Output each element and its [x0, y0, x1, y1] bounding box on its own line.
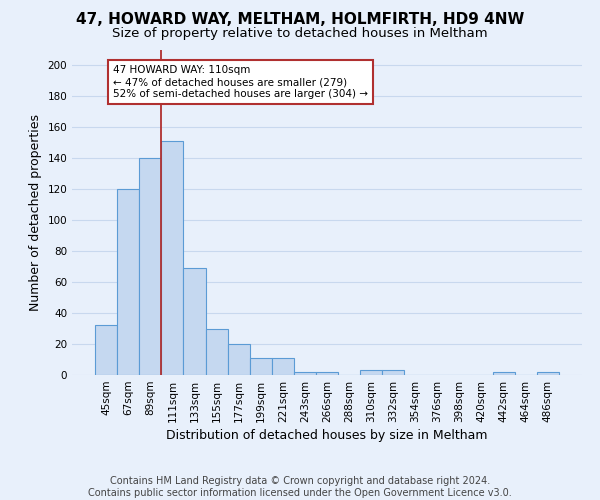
Bar — [161, 142, 184, 375]
Text: Contains HM Land Registry data © Crown copyright and database right 2024.
Contai: Contains HM Land Registry data © Crown c… — [88, 476, 512, 498]
Bar — [316, 372, 338, 375]
Bar — [95, 326, 117, 375]
Text: 47 HOWARD WAY: 110sqm
← 47% of detached houses are smaller (279)
52% of semi-det: 47 HOWARD WAY: 110sqm ← 47% of detached … — [113, 66, 368, 98]
Bar — [493, 372, 515, 375]
Text: 47, HOWARD WAY, MELTHAM, HOLMFIRTH, HD9 4NW: 47, HOWARD WAY, MELTHAM, HOLMFIRTH, HD9 … — [76, 12, 524, 28]
Y-axis label: Number of detached properties: Number of detached properties — [29, 114, 42, 311]
Bar — [537, 372, 559, 375]
Bar — [360, 370, 382, 375]
Bar — [117, 190, 139, 375]
X-axis label: Distribution of detached houses by size in Meltham: Distribution of detached houses by size … — [166, 429, 488, 442]
Bar — [139, 158, 161, 375]
Bar — [272, 358, 294, 375]
Bar — [206, 328, 227, 375]
Bar — [382, 370, 404, 375]
Bar — [184, 268, 206, 375]
Bar — [250, 358, 272, 375]
Text: Size of property relative to detached houses in Meltham: Size of property relative to detached ho… — [112, 28, 488, 40]
Bar — [294, 372, 316, 375]
Bar — [227, 344, 250, 375]
